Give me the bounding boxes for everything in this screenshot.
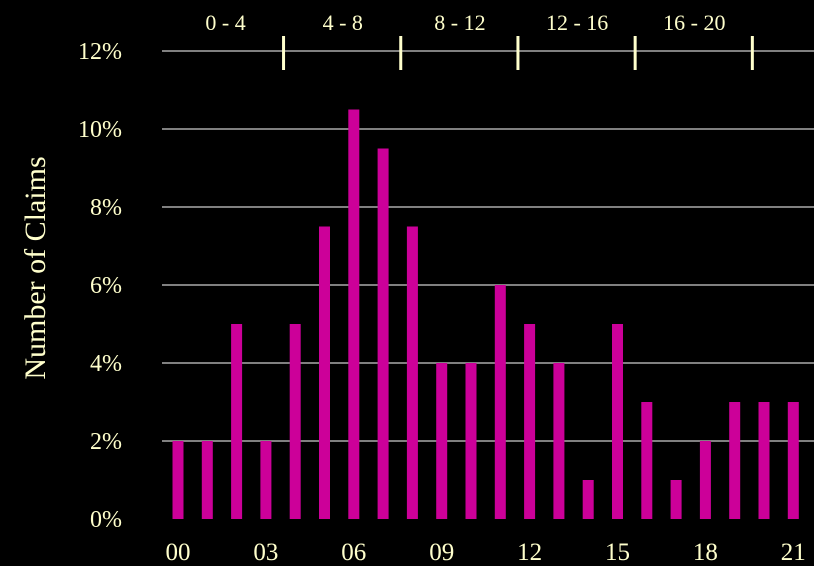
bar-19 bbox=[729, 402, 741, 519]
bar-08 bbox=[406, 226, 418, 519]
bar-12 bbox=[524, 324, 536, 519]
bar-01 bbox=[201, 441, 213, 519]
y-tick-label: 4% bbox=[90, 351, 122, 377]
y-tick-label: 12% bbox=[78, 39, 122, 65]
group-label: 8 - 12 bbox=[434, 10, 485, 35]
bars bbox=[172, 109, 799, 519]
bar-11 bbox=[494, 285, 506, 519]
group-label: 4 - 8 bbox=[323, 10, 363, 35]
bar-06 bbox=[348, 109, 360, 519]
x-tick-label: 09 bbox=[429, 539, 454, 566]
x-tick-label: 00 bbox=[166, 539, 191, 566]
y-axis-label: Number of Claims bbox=[19, 156, 52, 379]
x-axis-ticks: 00 03 06 09 12 15 18 21 bbox=[166, 539, 806, 566]
y-tick-label: 0% bbox=[90, 507, 122, 533]
bar-21 bbox=[787, 402, 799, 519]
group-label: 0 - 4 bbox=[205, 10, 245, 35]
bar-05 bbox=[319, 226, 330, 519]
group-label: 16 - 20 bbox=[663, 10, 725, 35]
bar-20 bbox=[758, 402, 770, 519]
y-axis-ticks: 0% 2% 4% 6% 8% 10% 12% bbox=[78, 39, 122, 533]
x-tick-label: 15 bbox=[605, 539, 630, 566]
bar-10 bbox=[465, 363, 477, 519]
x-tick-label: 03 bbox=[253, 539, 278, 566]
bar-07 bbox=[377, 148, 389, 519]
y-tick-label: 8% bbox=[90, 195, 122, 221]
bar-17 bbox=[670, 480, 682, 519]
bar-13 bbox=[553, 363, 565, 519]
y-tick-label: 10% bbox=[78, 117, 122, 143]
bar-18 bbox=[699, 441, 711, 519]
group-label: 12 - 16 bbox=[546, 10, 608, 35]
y-tick-label: 6% bbox=[90, 273, 122, 299]
bar-09 bbox=[436, 363, 448, 519]
time-group-header: 0 - 4 4 - 8 8 - 12 12 - 16 16 - 20 bbox=[205, 10, 754, 70]
bar-16 bbox=[641, 402, 653, 519]
bar-00 bbox=[172, 441, 184, 519]
bar-15 bbox=[612, 324, 623, 519]
bar-14 bbox=[582, 480, 594, 519]
x-tick-label: 12 bbox=[517, 539, 542, 566]
bar-04 bbox=[289, 324, 301, 519]
x-tick-label: 18 bbox=[693, 539, 718, 566]
x-tick-label: 21 bbox=[781, 539, 806, 566]
bar-02 bbox=[231, 324, 243, 519]
bar-03 bbox=[260, 441, 272, 519]
y-tick-label: 2% bbox=[90, 429, 122, 455]
x-tick-label: 06 bbox=[341, 539, 366, 566]
